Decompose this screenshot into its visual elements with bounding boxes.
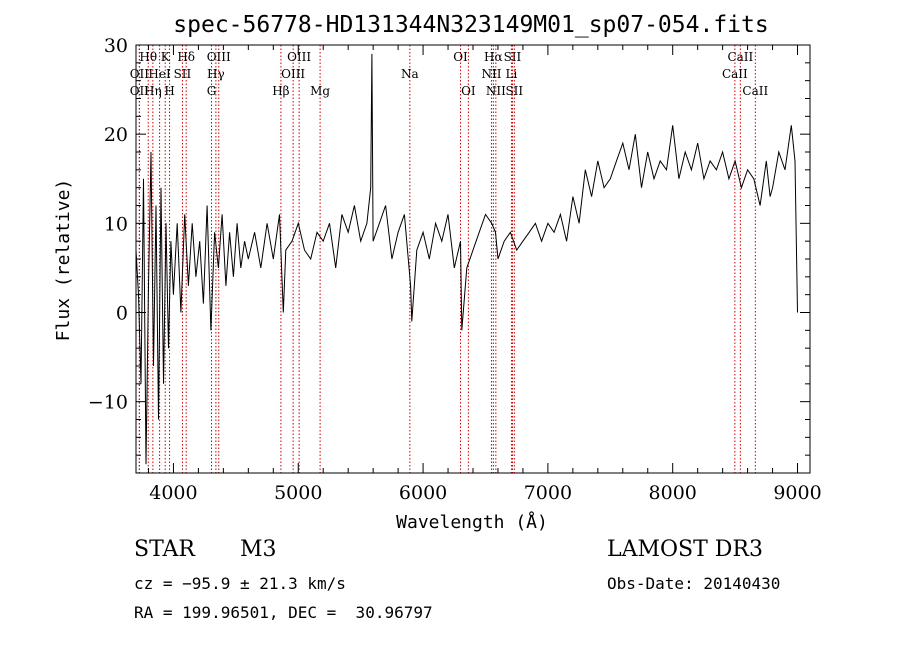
spectral-line-label: CaII	[742, 84, 768, 98]
observation-date: Obs-Date: 20140430	[607, 574, 781, 593]
spectral-line-label: Na	[401, 67, 419, 81]
spectral-line-label: Hη	[144, 84, 162, 98]
spectral-line-label: OIII	[207, 50, 231, 64]
redshift-text: cz = −95.9 ± 21.3 km/s	[134, 574, 346, 593]
y-tick-label: −10	[88, 392, 128, 414]
spectral-line-label: Mg	[310, 84, 330, 98]
chart-title: spec-56778-HD131344N323149M01_sp07-054.f…	[173, 12, 768, 38]
spectral-line-label: Hβ	[272, 84, 289, 98]
y-tick-label: 30	[104, 35, 128, 57]
spectral-line-label: NII	[486, 84, 506, 98]
x-tick-label: 6000	[399, 482, 447, 504]
spectral-line-label: H	[164, 84, 174, 98]
y-tick-label: 20	[104, 124, 128, 146]
y-axis-label: Flux (relative)	[53, 179, 74, 342]
spectral-line-label: OII	[130, 84, 150, 98]
spectral-line-label: G	[207, 84, 217, 98]
survey-label: LAMOST DR3	[607, 537, 763, 562]
x-tick-label: 7000	[524, 482, 572, 504]
spectrum-line-flux	[136, 53, 798, 465]
coordinates-text: RA = 199.96501, DEC = 30.96797	[134, 603, 433, 622]
x-tick-label: 5000	[274, 482, 322, 504]
spectral-line-label: K	[161, 50, 171, 64]
spectral-line-label: OII	[130, 67, 150, 81]
object-class-label: STAR	[134, 537, 195, 562]
spectrum-series	[136, 53, 798, 465]
spectral-line-label: Li	[506, 67, 518, 81]
spectral-line-label: SII	[505, 84, 523, 98]
spectral-line-label: Hθ	[139, 50, 157, 64]
spectral-line-label: OI	[461, 84, 476, 98]
object-subclass-label: M3	[240, 537, 277, 562]
spectral-line-label: NII	[481, 67, 501, 81]
x-axis-label: Wavelength (Å)	[396, 511, 548, 533]
spectral-line-label: Hγ	[207, 67, 225, 81]
plot-frame	[135, 44, 811, 474]
spectral-line-label: SII	[504, 50, 522, 64]
x-tick-label: 9000	[773, 482, 821, 504]
spectral-line-label: Hδ	[177, 50, 195, 64]
spectral-line-label: OIII	[287, 50, 311, 64]
spectral-line-label: CaII	[722, 67, 748, 81]
y-tick-label: 10	[104, 213, 128, 235]
spectral-line-label: OIII	[281, 67, 305, 81]
spectral-line-label: SII	[174, 67, 192, 81]
spectral-line-label: HeI	[148, 67, 171, 81]
x-tick-label: 4000	[149, 482, 197, 504]
spectral-line-label: OI	[453, 50, 468, 64]
y-tick-label: 0	[116, 303, 128, 325]
spectral-line-label: Hα	[484, 50, 503, 64]
axis-ticks: 4000 5000 6000 7000 8000 9000 −10 0 10 20 30	[88, 35, 822, 504]
spectral-line-label: CaII	[727, 50, 753, 64]
x-tick-label: 8000	[649, 482, 697, 504]
